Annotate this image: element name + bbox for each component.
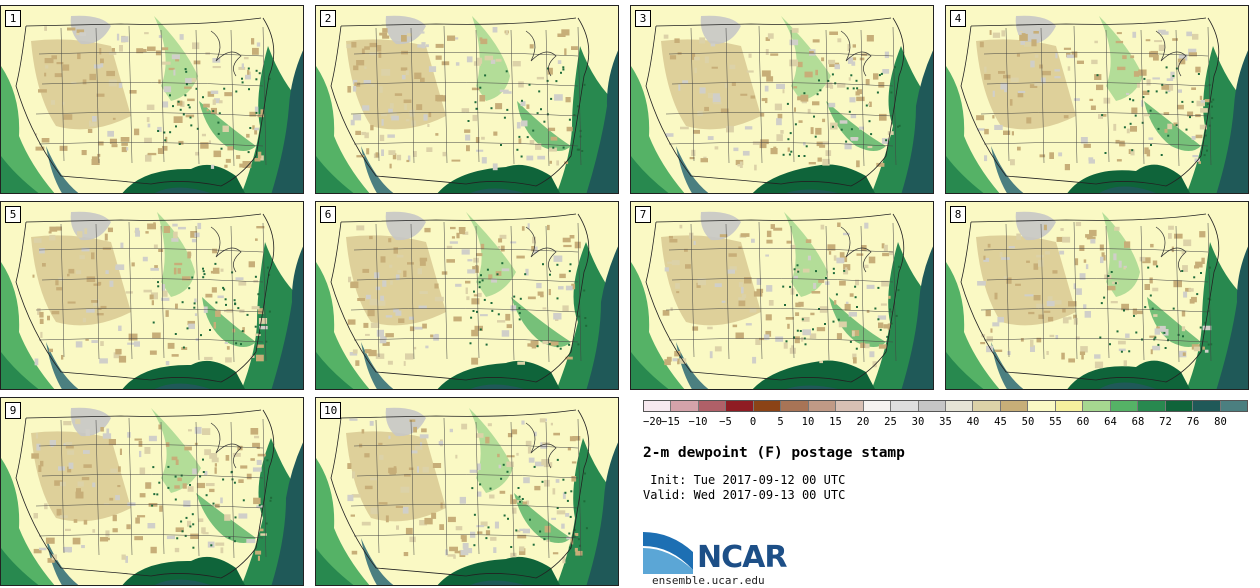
colorbar-tick-labels: −20 −15 −10 −5 0 5 10 15 20 25 30 35 40 45 50 55 60 64 68 7… [643,416,1248,430]
colorbar-tick: 30 [911,416,925,428]
colorbar-tick: 55 [1049,416,1062,428]
dewpoint-map [1,6,303,193]
colorbar-swatch [863,401,892,411]
colorbar-tick: −5 [719,416,732,428]
member-panel: 4 [945,5,1249,194]
colorbar-tick: 5 [777,416,784,428]
dewpoint-map [946,202,1248,389]
colorbar-swatch [644,401,672,411]
colorbar-swatch [1055,401,1084,411]
member-number: 10 [320,402,342,419]
colorbar-tick: 45 [994,416,1007,428]
dewpoint-map [316,398,618,585]
member-panel: 7 [630,201,934,390]
member-panel: 5 [0,201,304,390]
site-url: ensemble.ucar.edu [652,574,765,587]
colorbar-tick: −20 [643,416,662,428]
colorbar-swatch [1220,401,1247,411]
colorbar-swatch [1138,401,1166,411]
colorbar-swatch [726,401,754,411]
colorbar-swatch [808,401,837,411]
colorbar-tick: −15 [661,416,680,428]
colorbar-tick: 15 [829,416,842,428]
colorbar-tick: 0 [749,416,757,428]
colorbar-swatch [1083,401,1111,411]
colorbar-swatch [671,401,699,411]
valid-time: Valid: Wed 2017-09-13 00 UTC [643,488,846,502]
member-number: 3 [635,10,651,27]
product-title: 2-m dewpoint (F) postage stamp [643,445,905,461]
dewpoint-colorbar [643,400,1248,412]
member-number: 2 [320,10,336,27]
colorbar-tick: 72 [1159,416,1172,428]
colorbar-tick: 25 [884,416,897,428]
colorbar-tick: 20 [856,416,870,428]
member-number: 5 [5,206,21,223]
colorbar-swatch [1110,401,1139,411]
colorbar-tick: 10 [801,416,815,428]
dewpoint-map [1,202,303,389]
dewpoint-map [316,6,618,193]
member-panel: 6 [315,201,619,390]
colorbar-tick: 60 [1076,416,1090,428]
colorbar-tick: −10 [688,416,708,428]
member-number: 7 [635,206,651,223]
dewpoint-map [631,202,933,389]
member-panel: 10 [315,397,619,586]
colorbar-tick: 35 [939,416,952,428]
colorbar-tick: 64 [1104,416,1117,428]
colorbar-swatch [698,401,727,411]
colorbar-swatch [1193,401,1221,411]
colorbar-swatch [836,401,864,411]
colorbar-tick: 76 [1186,416,1200,428]
member-number: 8 [950,206,966,223]
colorbar-tick: 68 [1131,416,1145,428]
member-number: 9 [5,402,21,419]
colorbar-swatch [918,401,946,411]
init-time: Init: Tue 2017-09-12 00 UTC [643,473,846,487]
member-panel: 1 [0,5,304,194]
colorbar-swatch [891,401,919,411]
colorbar-swatch [945,401,974,411]
colorbar-tick: 80 [1214,416,1227,428]
colorbar-tick: 40 [966,416,980,428]
dewpoint-map [316,202,618,389]
member-number: 1 [5,10,21,27]
dewpoint-map [1,398,303,585]
ncar-logo-text: NCAR [697,540,787,575]
member-panel: 8 [945,201,1249,390]
colorbar-swatch [1165,401,1194,411]
dewpoint-map [631,6,933,193]
member-panel: 3 [630,5,934,194]
member-number: 6 [320,206,336,223]
ncar-logo-swoosh-icon [643,532,693,574]
colorbar-swatch [1000,401,1029,411]
member-panel: 2 [315,5,619,194]
colorbar-swatch [753,401,782,411]
colorbar-swatch [781,401,809,411]
dewpoint-map [946,6,1248,193]
colorbar-tick: 50 [1021,416,1035,428]
member-number: 4 [950,10,966,27]
colorbar-swatch [973,401,1001,411]
member-panel: 9 [0,397,304,586]
colorbar-swatch [1028,401,1056,411]
